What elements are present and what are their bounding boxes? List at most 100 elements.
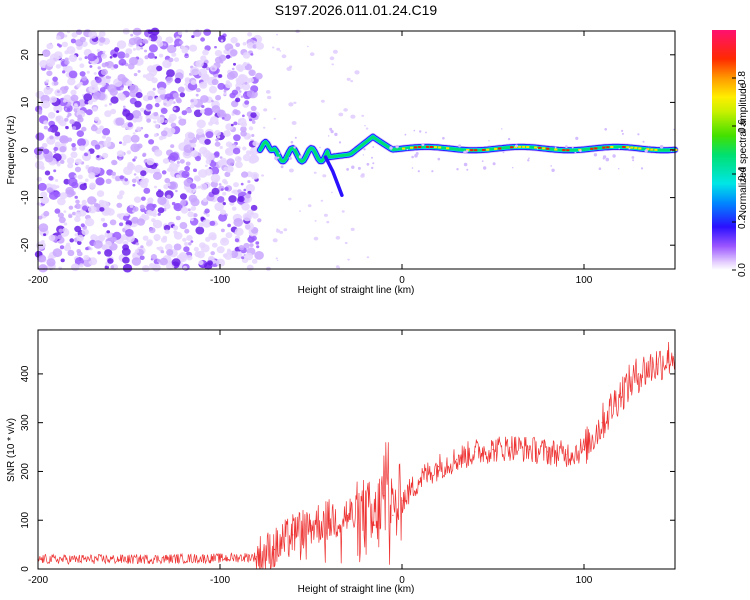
tone-sidelobe-dot [488, 140, 490, 142]
noise-blob [59, 146, 67, 153]
noise-blob [140, 47, 144, 50]
noise-blob [104, 104, 108, 107]
noise-blob [215, 222, 219, 226]
noise-blob [343, 108, 348, 112]
noise-blob [163, 43, 167, 46]
snr-point [474, 451, 476, 453]
snr-point [437, 466, 439, 468]
noise-blob [307, 204, 312, 208]
noise-blob [245, 150, 252, 156]
noise-blob [160, 237, 168, 243]
noise-blob [181, 110, 187, 116]
noise-blob [94, 144, 101, 150]
noise-blob [152, 219, 163, 229]
tone-sidelobe-dot [419, 130, 422, 133]
noise-blob [157, 212, 161, 216]
noise-blob [126, 150, 132, 155]
noise-blob [117, 51, 126, 59]
tone-sidelobe-dot [604, 128, 607, 131]
noise-blob [143, 214, 150, 221]
noise-blob [179, 92, 186, 98]
noise-blob [193, 175, 200, 181]
snr-point [601, 422, 603, 424]
noise-blob [76, 234, 84, 242]
noise-blob [53, 51, 63, 60]
noise-blob [71, 32, 78, 38]
tone-sidelobe-dot [395, 144, 399, 149]
noise-blob [136, 218, 145, 226]
noise-blob [202, 219, 212, 228]
noise-blob [141, 196, 146, 201]
noise-blob [205, 131, 214, 139]
y-tick-label: 100 [20, 511, 31, 528]
noise-blob [273, 117, 276, 120]
tone-sidelobe-dot [466, 168, 469, 171]
noise-blob [70, 89, 77, 96]
noise-blob [234, 109, 241, 116]
tone-peak-segment [602, 146, 606, 149]
tone-sidelobe-dot [502, 151, 505, 154]
noise-blob [219, 145, 223, 150]
tone-branch [323, 155, 344, 197]
noise-blob [77, 240, 82, 245]
noise-blob [81, 228, 89, 236]
noise-blob [222, 191, 227, 196]
tone-peak-segment [654, 148, 658, 151]
x-tick-label: -100 [210, 575, 230, 586]
noise-blob [130, 33, 134, 37]
tone-sidelobe-dot [598, 167, 602, 170]
noise-blob [85, 178, 89, 182]
noise-blob [175, 215, 181, 221]
noise-blob [145, 103, 153, 110]
noise-blob [347, 258, 350, 261]
noise-blob [200, 55, 207, 62]
noise-blob [184, 53, 189, 57]
noise-blob [272, 238, 278, 243]
tone-sidelobe-dot [483, 166, 487, 170]
noise-blob [84, 56, 88, 60]
y-tick-label: 400 [20, 365, 31, 382]
noise-blob [201, 73, 209, 80]
noise-blob [116, 202, 123, 208]
tone-sidelobe-dot [366, 162, 370, 166]
y-tick-label: -20 [20, 238, 31, 253]
noise-blob [115, 117, 125, 126]
noise-blob [166, 194, 171, 199]
noise-blob [130, 143, 140, 153]
chart-title: S197.2026.011.01.24.C19 [274, 2, 438, 18]
y-tick-label: 0 [20, 566, 31, 572]
noise-blob [134, 164, 144, 173]
noise-blob [133, 196, 142, 203]
noise-blob [276, 229, 281, 233]
noise-blob [338, 267, 341, 269]
noise-blob [74, 225, 82, 233]
noise-blob [177, 31, 183, 35]
noise-blob [106, 230, 110, 234]
noise-blob [36, 176, 42, 182]
noise-blob [52, 248, 63, 258]
tone-peak-segment [402, 147, 406, 150]
noise-blob [255, 42, 265, 50]
noise-blob [190, 206, 197, 211]
noise-blob [234, 156, 242, 163]
noise-blob [99, 200, 110, 210]
noise-blob [131, 110, 142, 119]
tone-peak-segment [430, 146, 434, 148]
noise-blob [255, 72, 263, 80]
snr-point [392, 514, 394, 516]
tone-peak-segment [638, 147, 642, 150]
noise-blob [364, 125, 366, 127]
noise-blob [60, 258, 65, 263]
noise-blob [44, 170, 51, 176]
noise-blob [208, 232, 217, 240]
noise-blob [48, 175, 54, 181]
noise-blob [164, 203, 171, 210]
noise-blob [350, 227, 355, 231]
tone-peak-segment [562, 149, 566, 152]
noise-blob [241, 83, 251, 91]
noise-blob [165, 243, 173, 251]
y-tick-label: 200 [20, 463, 31, 480]
noise-blob [56, 110, 60, 113]
noise-blob [190, 142, 197, 148]
